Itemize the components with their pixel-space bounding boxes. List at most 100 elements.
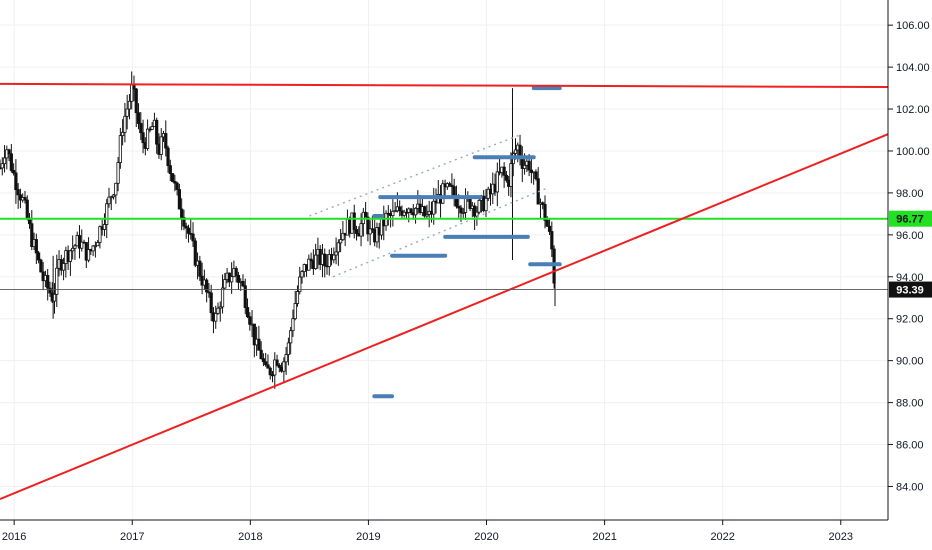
candle-body <box>522 164 527 169</box>
candle-body <box>323 253 327 267</box>
candle-body <box>114 182 118 196</box>
candle-body <box>461 212 465 214</box>
candle-body <box>268 367 272 376</box>
candle-body <box>354 229 359 234</box>
candle-body <box>207 291 211 294</box>
candle-body <box>118 135 122 163</box>
candle-body <box>529 169 533 173</box>
candle-body <box>98 226 102 243</box>
candle-body <box>139 123 143 134</box>
candle-body <box>205 279 209 293</box>
candle-body <box>220 287 225 308</box>
candle-body <box>52 293 57 302</box>
price-badge-label: 93.39 <box>896 285 924 297</box>
candle-body <box>409 208 413 214</box>
y-tick-label: 106.00 <box>896 20 930 32</box>
candle-body <box>134 88 138 114</box>
candle-body <box>398 206 402 212</box>
y-tick-label: 98.00 <box>896 188 924 200</box>
candle-body <box>73 245 77 249</box>
candle-body <box>111 194 116 198</box>
candle-body <box>12 170 16 174</box>
candle-body <box>341 232 345 241</box>
candle-body <box>547 225 552 232</box>
candle-body <box>39 259 43 273</box>
candle-body <box>534 171 538 180</box>
candle-body <box>404 211 409 214</box>
y-tick-label: 88.00 <box>896 398 924 410</box>
candle-body <box>432 200 436 215</box>
candle-body <box>259 349 263 360</box>
candle-body <box>184 225 188 229</box>
candle-body <box>136 112 141 124</box>
candle-body <box>339 239 343 244</box>
candle-body <box>307 258 311 271</box>
candle-body <box>223 279 227 289</box>
y-tick-label: 94.00 <box>896 272 924 284</box>
candle-body <box>266 364 270 369</box>
candle-body <box>34 239 38 254</box>
drawing-overlays <box>0 82 889 500</box>
candle-body <box>393 210 397 213</box>
candle-body <box>209 292 213 314</box>
candle-body <box>116 162 120 184</box>
candle-body <box>141 132 145 144</box>
candle-body <box>127 100 132 110</box>
candle-body <box>180 208 184 218</box>
candle-body <box>475 211 479 217</box>
candle-body <box>359 223 363 237</box>
candle-body <box>366 216 370 235</box>
grid-lines <box>0 0 888 520</box>
candle-body <box>245 307 250 318</box>
candle-body <box>334 251 338 256</box>
candle-body <box>291 318 295 332</box>
candle-body <box>273 359 277 376</box>
candle-body <box>105 203 109 225</box>
candle-body <box>96 242 100 247</box>
candle-body <box>309 258 313 262</box>
candle-body <box>368 228 372 235</box>
candle-body <box>164 133 168 149</box>
candle-body <box>391 210 395 216</box>
candle-body <box>545 219 549 227</box>
candle-body <box>37 252 41 261</box>
candle-body <box>293 303 297 320</box>
candle-body <box>25 199 29 219</box>
channel-upper-line <box>309 133 523 217</box>
candle-body <box>14 172 18 190</box>
candle-body <box>109 196 113 199</box>
candle-body <box>248 316 252 325</box>
resistance-line[interactable] <box>0 82 889 89</box>
x-tick-label: 2016 <box>2 531 26 543</box>
time-axis[interactable]: 2016 2017 2018 2019 2020 2021 2022 2023 <box>0 519 932 550</box>
y-tick-label: 102.00 <box>896 104 930 116</box>
candle-body <box>91 245 95 252</box>
price-axis[interactable]: 84.00 86.00 88.00 90.00 92.00 94.00 96.00 98.00… <box>887 0 932 520</box>
y-tick-label: 92.00 <box>896 314 924 326</box>
candle-body <box>289 330 293 344</box>
candle-body <box>275 359 279 366</box>
candle-body <box>295 291 300 304</box>
candle-body <box>243 285 247 308</box>
candle-body <box>252 323 256 346</box>
y-tick-label: 86.00 <box>896 440 924 452</box>
candle-body <box>80 241 84 249</box>
candle-body <box>214 313 218 322</box>
candle-body <box>282 361 286 372</box>
level-badge: 96.77 <box>889 210 932 227</box>
candle-body <box>9 153 13 171</box>
candle-body <box>314 254 318 270</box>
candle-body <box>191 233 195 242</box>
candle-body <box>146 128 150 149</box>
candle-body <box>484 197 488 212</box>
candle-body <box>298 276 302 292</box>
candle-body <box>186 227 191 234</box>
candle-body <box>364 211 368 218</box>
candle-body <box>261 358 266 363</box>
candle-body <box>504 174 509 181</box>
candle-body <box>284 354 288 363</box>
rising-trend-line[interactable] <box>0 133 889 500</box>
candle-body <box>48 287 52 294</box>
candle-body <box>168 165 172 174</box>
x-tick-label: 2020 <box>474 531 498 543</box>
